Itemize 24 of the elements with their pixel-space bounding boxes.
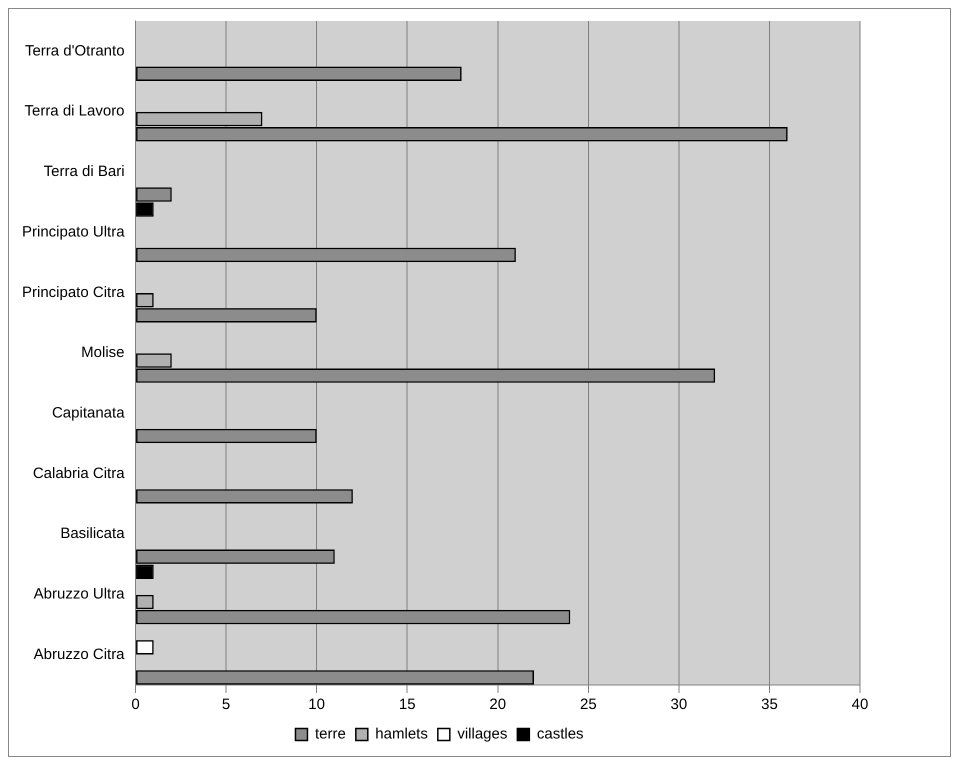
- x-tick-label: 5: [222, 696, 230, 714]
- x-tick-label: 30: [670, 696, 688, 714]
- y-tick-label: Calabria Citra: [32, 464, 126, 482]
- x-tick-label: 0: [131, 696, 140, 714]
- y-tick-label: Principato Ultra: [22, 223, 126, 240]
- x-tick-label: 35: [761, 696, 778, 714]
- y-tick-label: Basilicata: [60, 525, 126, 542]
- x-tick-label: 20: [489, 696, 506, 714]
- legend-label: hamlets: [375, 726, 428, 743]
- legend-label: castles: [536, 726, 584, 743]
- x-tick-label: 15: [398, 696, 416, 714]
- y-tick-label: Terra di Bari: [44, 163, 125, 180]
- y-tick-label: Terra di Lavoro: [24, 102, 125, 120]
- y-tick-label: Molise: [81, 344, 125, 362]
- y-tick-label: Principato Citra: [22, 284, 126, 301]
- legend-label: terre: [314, 726, 346, 743]
- legend-label: villages: [457, 726, 508, 743]
- y-tick-label: Terra d'Otranto: [24, 42, 125, 60]
- y-tick-label: Abruzzo Ultra: [34, 586, 126, 603]
- x-tick-label: 10: [308, 696, 325, 714]
- x-tick-label: 40: [852, 696, 868, 714]
- y-tick-label: Abruzzo Citra: [34, 646, 126, 663]
- y-tick-label: Capitanata: [52, 404, 126, 422]
- x-tick-label: 25: [580, 696, 597, 714]
